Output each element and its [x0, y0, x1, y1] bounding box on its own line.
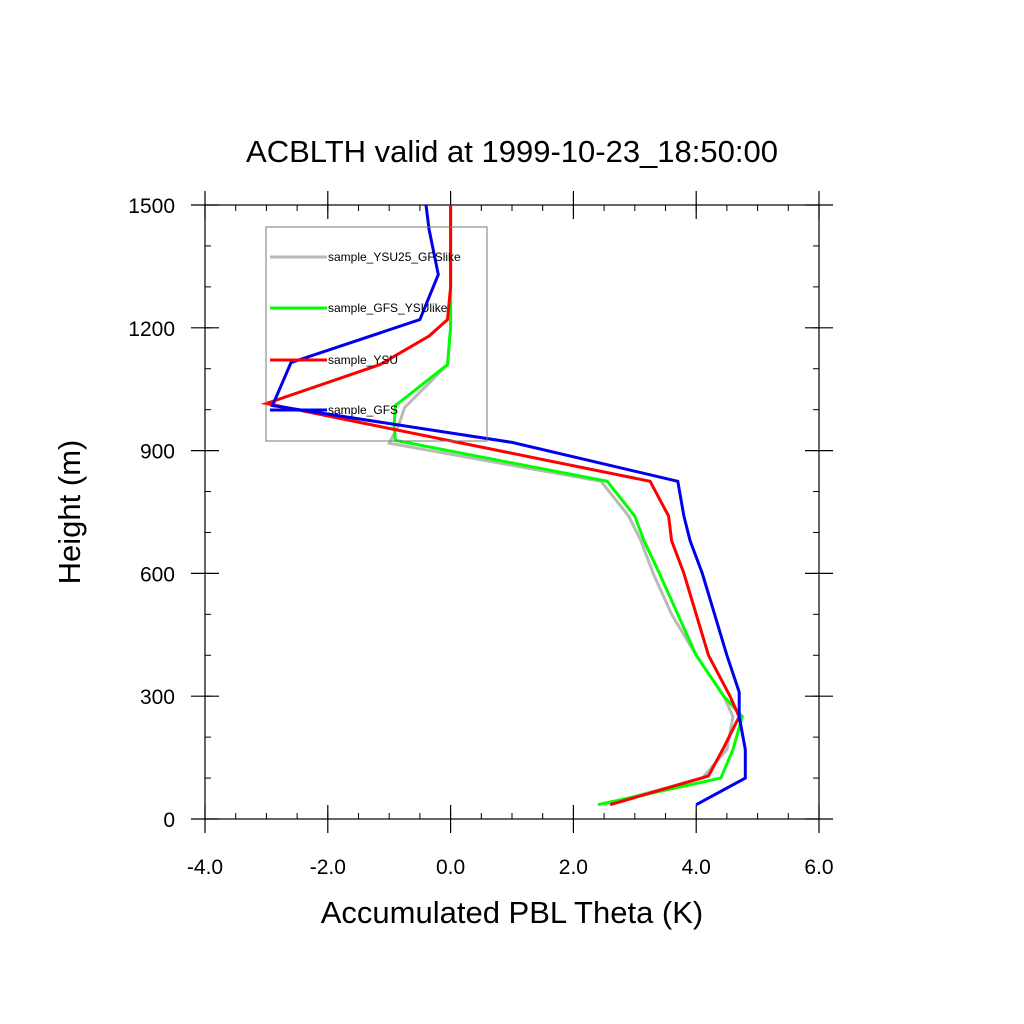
x-tick-label: 2.0: [559, 856, 588, 879]
legend-label: sample_YSU25_GFSlike: [328, 250, 461, 264]
legend: sample_YSU25_GFSlike sample_GFS_YSUlikesa…: [265, 226, 488, 442]
series-line-sample-ysu: [260, 205, 741, 807]
legend-entries: sample_YSU25_GFSlike sample_GFS_YSUlikesa…: [270, 250, 461, 417]
plot-frame: [204, 204, 820, 820]
y-tick-label: 1500: [128, 195, 175, 218]
y-axis-label: Height (m): [52, 440, 87, 585]
series-line-sample-gfs-ysulike: [392, 205, 744, 807]
y-tick-label: 300: [140, 686, 175, 709]
y-axis-ticks: 0 300 600 900 1200 1500: [128, 195, 833, 832]
series-lines: [260, 204, 747, 807]
x-tick-label: 0.0: [436, 856, 465, 879]
legend-label: sample_GFS_YSUlike: [328, 301, 448, 315]
x-axis-label: Accumulated PBL Theta (K): [321, 895, 704, 930]
y-tick-label: 0: [163, 809, 175, 832]
y-tick-label: 600: [140, 563, 175, 586]
series-line-sample-gfs: [270, 204, 747, 807]
x-tick-label: 4.0: [682, 856, 711, 879]
legend-label: sample_YSU: [328, 353, 398, 367]
minor-ticks: [204, 204, 820, 820]
x-tick-label: -2.0: [310, 856, 346, 879]
x-tick-label: -4.0: [187, 856, 223, 879]
y-tick-label: 900: [140, 441, 175, 464]
legend-box: [265, 226, 488, 442]
y-tick-label: 1200: [128, 318, 175, 341]
x-tick-label: 6.0: [804, 856, 833, 879]
chart-title: ACBLTH valid at 1999-10-23_18:50:00: [246, 134, 778, 169]
x-axis-ticks: -4.0 -2.0 0.0 2.0 4.0 6.0: [187, 191, 834, 879]
legend-label: sample_GFS: [328, 403, 398, 417]
